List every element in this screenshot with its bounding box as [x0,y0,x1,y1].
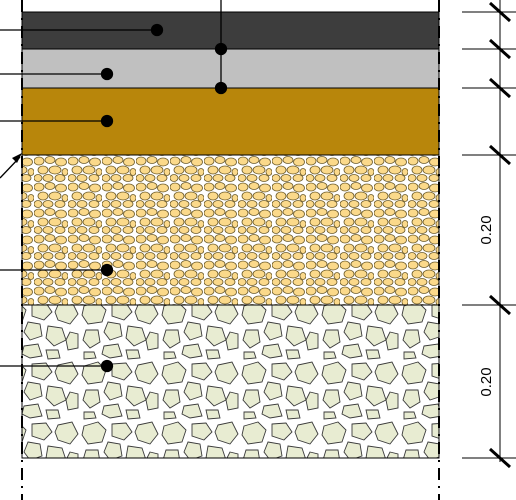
leader-dot-second [102,69,113,80]
leader-dot-vertical-a [216,44,227,55]
base-layer [22,305,439,458]
second-layer [22,49,439,88]
leader-dot-base [102,361,113,372]
leader-dot-gravel [102,265,113,276]
dimension-label-gravel: 0.20 [478,215,495,244]
dimension-label-base: 0.20 [478,367,495,396]
leader-dot-third [102,116,113,127]
leader-dot-vertical-b [216,83,227,94]
gravel-layer [22,155,439,305]
leader-dot-top [152,25,163,36]
boundary-arrow [0,153,22,178]
